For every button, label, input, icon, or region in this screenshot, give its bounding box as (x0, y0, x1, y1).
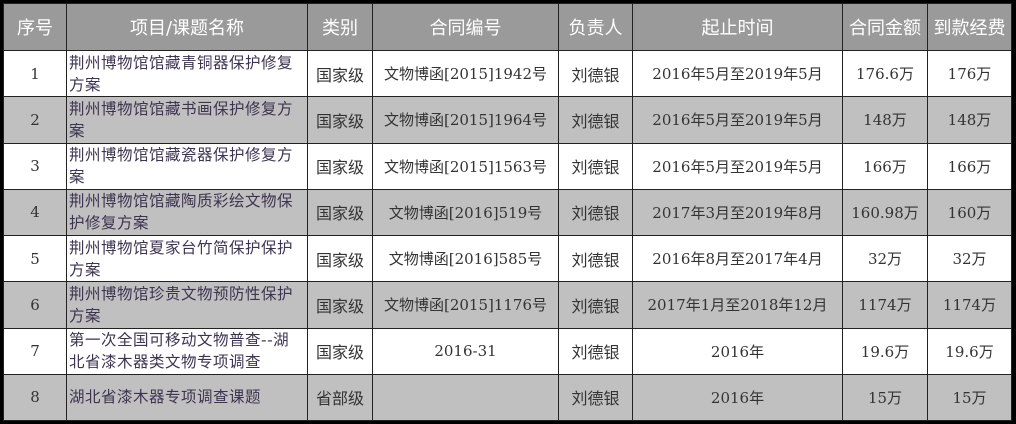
cell-name: 荆州博物馆馆藏书画保护修复方案 (66, 96, 308, 144)
cell-period: 2017年3月至2019年8月 (632, 188, 843, 237)
cell-person: 刘德银 (558, 281, 633, 329)
cell-amount: 148万 (842, 96, 928, 144)
header-amount: 合同金额 (842, 3, 928, 51)
header-person: 负责人 (558, 3, 633, 51)
table-row: 8 湖北省漆木器专项调查课题 省部级 刘德银 2016年 15万 15万 (3, 373, 1012, 422)
cell-received: 148万 (927, 96, 1012, 144)
cell-received: 1174万 (927, 281, 1012, 329)
cell-amount: 32万 (842, 234, 928, 283)
cell-category: 国家级 (307, 49, 373, 98)
table-row: 7 第一次全国可移动文物普查--湖北省漆木器类文物专项调查 国家级 2016-31 刘德… (3, 327, 1012, 375)
cell-category: 国家级 (307, 327, 373, 375)
cell-contract: 文物博函[2015]1176号 (372, 281, 559, 329)
cell-period: 2017年1月至2018年12月 (632, 281, 843, 329)
cell-name: 荆州博物馆馆藏瓷器保护修复方案 (66, 142, 308, 190)
cell-amount: 166万 (842, 142, 928, 190)
cell-name: 荆州博物馆馆藏青铜器保护修复方案 (66, 49, 308, 98)
table-row: 5 荆州博物馆夏家台竹简保护保护方案 国家级 文物博函[2016]585号 刘德银 201… (3, 234, 1012, 283)
cell-no: 8 (3, 373, 67, 422)
cell-no: 4 (3, 188, 67, 237)
cell-contract: 文物博函[2015]1942号 (372, 49, 559, 98)
cell-received: 15万 (927, 373, 1012, 422)
cell-period: 2016年5月至2019年5月 (632, 142, 843, 190)
cell-received: 166万 (927, 142, 1012, 190)
table-row: 4 荆州博物馆馆藏陶质彩绘文物保护修复方案 国家级 文物博函[2016]519号 刘德银… (3, 188, 1012, 237)
cell-contract: 文物博函[2015]1964号 (372, 96, 559, 144)
cell-category: 国家级 (307, 234, 373, 283)
cell-person: 刘德银 (558, 96, 633, 144)
cell-name: 荆州博物馆馆藏陶质彩绘文物保护修复方案 (66, 188, 308, 237)
cell-received: 176万 (927, 49, 1012, 98)
cell-category: 国家级 (307, 96, 373, 144)
cell-no: 7 (3, 327, 67, 375)
cell-contract: 2016-31 (372, 327, 559, 375)
cell-amount: 176.6万 (842, 49, 928, 98)
cell-person: 刘德银 (558, 327, 633, 375)
cell-received: 160万 (927, 188, 1012, 237)
cell-category: 国家级 (307, 142, 373, 190)
cell-period: 2016年5月至2019年5月 (632, 49, 843, 98)
cell-name: 荆州博物馆珍贵文物预防性保护方案 (66, 281, 308, 329)
cell-no: 2 (3, 96, 67, 144)
cell-category: 国家级 (307, 188, 373, 237)
cell-person: 刘德银 (558, 373, 633, 422)
table-row: 2 荆州博物馆馆藏书画保护修复方案 国家级 文物博函[2015]1964号 刘德银 201… (3, 96, 1012, 144)
cell-no: 6 (3, 281, 67, 329)
cell-amount: 19.6万 (842, 327, 928, 375)
cell-no: 5 (3, 234, 67, 283)
header-no: 序号 (3, 3, 67, 51)
cell-name: 荆州博物馆夏家台竹简保护保护方案 (66, 234, 308, 283)
cell-no: 1 (3, 49, 67, 98)
cell-person: 刘德银 (558, 234, 633, 283)
cell-amount: 15万 (842, 373, 928, 422)
cell-person: 刘德银 (558, 49, 633, 98)
cell-period: 2016年 (632, 373, 843, 422)
cell-name: 第一次全国可移动文物普查--湖北省漆木器类文物专项调查 (66, 327, 308, 375)
cell-received: 32万 (927, 234, 1012, 283)
cell-category: 国家级 (307, 281, 373, 329)
header-row: 序号 项目/课题名称 类别 合同编号 负责人 起止时间 合同金额 到款经费 (3, 3, 1012, 51)
header-name: 项目/课题名称 (66, 3, 308, 51)
cell-person: 刘德银 (558, 142, 633, 190)
cell-period: 2016年5月至2019年5月 (632, 96, 843, 144)
cell-amount: 160.98万 (842, 188, 928, 237)
cell-person: 刘德银 (558, 188, 633, 237)
cell-contract (372, 373, 559, 422)
header-received: 到款经费 (927, 3, 1012, 51)
table-row: 3 荆州博物馆馆藏瓷器保护修复方案 国家级 文物博函[2015]1563号 刘德银 201… (3, 142, 1012, 190)
header-category: 类别 (307, 3, 373, 51)
cell-received: 19.6万 (927, 327, 1012, 375)
cell-contract: 文物博函[2015]1563号 (372, 142, 559, 190)
cell-contract: 文物博函[2016]519号 (372, 188, 559, 237)
cell-contract: 文物博函[2016]585号 (372, 234, 559, 283)
table-row: 6 荆州博物馆珍贵文物预防性保护方案 国家级 文物博函[2015]1176号 刘德银 20… (3, 281, 1012, 329)
cell-category: 省部级 (307, 373, 373, 422)
cell-period: 2016年 (632, 327, 843, 375)
header-period: 起止时间 (632, 3, 843, 51)
cell-amount: 1174万 (842, 281, 928, 329)
cell-period: 2016年8月至2017年4月 (632, 234, 843, 283)
header-contract: 合同编号 (372, 3, 559, 51)
cell-no: 3 (3, 142, 67, 190)
table-row: 1 荆州博物馆馆藏青铜器保护修复方案 国家级 文物博函[2015]1942号 刘德银 20… (3, 49, 1012, 98)
cell-name: 湖北省漆木器专项调查课题 (66, 373, 308, 422)
